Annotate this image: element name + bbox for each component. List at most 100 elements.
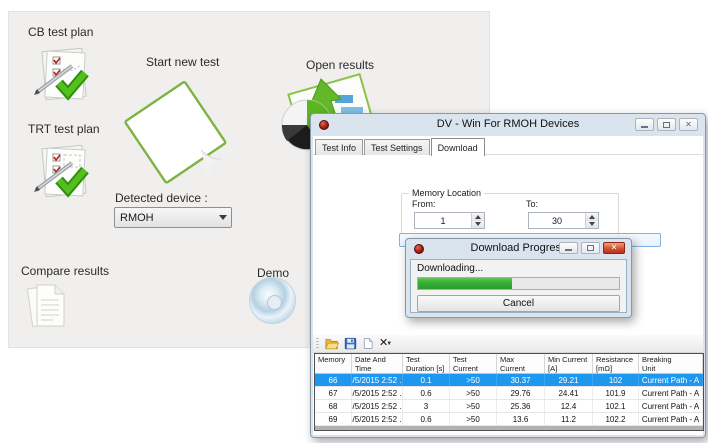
start-new-test-icon[interactable] (117, 80, 232, 197)
column-header[interactable]: Resistance [mΩ] (593, 354, 639, 373)
close-icon: ✕ (685, 119, 692, 129)
column-header[interactable]: Min Current [A] (545, 354, 593, 373)
progress-titlebar[interactable]: Download Progress (406, 239, 631, 259)
tabstrip: Test Info Test Settings Download (315, 137, 486, 156)
table-cell: 0.6 (403, 413, 450, 425)
progress-fill (418, 278, 513, 289)
maximize-button[interactable] (657, 118, 676, 131)
detected-device-label: Detected device : (115, 191, 208, 205)
memory-location-legend: Memory Location (409, 188, 485, 198)
tab-test-info[interactable]: Test Info (315, 139, 364, 155)
open-results-label: Open results (306, 58, 375, 72)
table-header-row: Memory Date And Time Test Duration [s] Test… (315, 354, 703, 374)
results-table: Memory Date And Time Test Duration [s] Test… (314, 353, 704, 431)
table-cell: 3/5/2015 2:52 ... (352, 400, 403, 412)
table-cell: 24.41 (545, 387, 593, 399)
table-cell: 29.21 (545, 374, 593, 386)
table-cell: 3/5/2015 2:52 ... (352, 413, 403, 425)
chevron-down-icon (215, 215, 231, 220)
spin-down-icon[interactable] (586, 220, 598, 228)
compare-results-label: Compare results (21, 264, 110, 278)
column-header[interactable]: Memory (315, 354, 352, 373)
cb-test-plan-icon[interactable] (29, 43, 93, 112)
table-cell: >50 (450, 400, 497, 412)
table-cell: 3 (403, 400, 450, 412)
memory-location-group: Memory Location From: 1 To: 30 (401, 188, 619, 235)
table-row[interactable]: 693/5/2015 2:52 ...0.6>5013.611.2102.2Cu… (315, 413, 703, 426)
maximize-icon (663, 121, 670, 128)
tabstrip-divider (313, 154, 703, 155)
table-cell: 13.6 (497, 413, 545, 425)
new-file-icon[interactable] (361, 337, 375, 351)
table-cell: 102 (593, 374, 639, 386)
table-row[interactable]: 683/5/2015 2:52 ...3>5025.3612.4102.1Cur… (315, 400, 703, 413)
table-cell: >50 (450, 387, 497, 399)
table-cell: 101.9 (593, 387, 639, 399)
device-dropdown[interactable]: RMOH (114, 207, 232, 228)
table-cell: Current Path - A (639, 387, 703, 399)
table-cell: 67 (315, 387, 352, 399)
minimize-button[interactable] (635, 118, 654, 131)
progress-dialog-title: Download Progress (470, 242, 567, 254)
maximize-button[interactable] (581, 242, 600, 254)
from-spinner[interactable]: 1 (414, 212, 485, 229)
progress-dialog: Download Progress ✕ Downloading... Cance… (405, 238, 632, 318)
save-icon[interactable] (343, 337, 357, 351)
demo-cd-icon[interactable] (249, 277, 296, 324)
minimize-icon (565, 249, 572, 251)
to-label: To: (526, 199, 539, 209)
tab-test-settings[interactable]: Test Settings (364, 139, 430, 155)
delete-icon[interactable]: ✕ ▼ (379, 337, 393, 349)
close-button[interactable]: ✕ (603, 242, 625, 254)
table-cell: 69 (315, 413, 352, 425)
maximize-icon (587, 245, 594, 251)
spin-up-icon[interactable] (472, 213, 484, 221)
table-cell: Current Path - A (639, 413, 703, 425)
trt-test-plan-icon[interactable] (29, 140, 93, 209)
table-cell: 30.37 (497, 374, 545, 386)
from-value: 1 (440, 215, 446, 226)
table-cell: 29.76 (497, 387, 545, 399)
cb-test-plan-label: CB test plan (28, 25, 94, 39)
table-cell: 11.2 (545, 413, 593, 425)
table-cell: 66 (315, 374, 352, 386)
table-cell: 0.6 (403, 387, 450, 399)
app-icon (319, 120, 329, 130)
cancel-button[interactable]: Cancel (417, 295, 620, 312)
open-file-icon[interactable] (325, 337, 339, 351)
results-toolbar: ✕ ▼ (313, 335, 703, 353)
app-icon (414, 244, 424, 254)
progress-bar (417, 277, 620, 290)
dv-titlebar[interactable]: DV - Win For RMOH Devices (311, 114, 705, 136)
start-new-test-label: Start new test (146, 55, 220, 69)
table-cell: 102.2 (593, 413, 639, 425)
column-header[interactable]: Test Duration [s] (403, 354, 450, 373)
spin-up-icon[interactable] (586, 213, 598, 221)
column-header[interactable]: Max Current [A] (497, 354, 545, 373)
from-label: From: (412, 199, 436, 209)
tab-download[interactable]: Download (430, 138, 485, 156)
column-header[interactable]: Test Current [A] (450, 354, 497, 373)
table-cell: >50 (450, 374, 497, 386)
column-header[interactable]: Breaking Unit (639, 354, 703, 373)
to-spinner[interactable]: 30 (528, 212, 599, 229)
spin-down-icon[interactable] (472, 220, 484, 228)
table-cell: 3/5/2015 2:52 ... (352, 374, 403, 386)
minimize-button[interactable] (559, 242, 578, 254)
close-icon: ✕ (610, 243, 618, 252)
downloading-status: Downloading... (417, 263, 484, 274)
table-cell: 3/5/2015 2:52 ... (352, 387, 403, 399)
table-cell: 68 (315, 400, 352, 412)
table-cell: 25.36 (497, 400, 545, 412)
close-button[interactable]: ✕ (679, 118, 698, 131)
column-header[interactable]: Date And Time (352, 354, 403, 373)
table-row[interactable]: 673/5/2015 2:52 ...0.6>5029.7624.41101.9… (315, 387, 703, 400)
compare-results-icon[interactable] (25, 280, 71, 337)
demo-label: Demo (257, 266, 290, 280)
table-cell: Current Path - A (639, 400, 703, 412)
device-dropdown-value: RMOH (120, 211, 154, 224)
toolbar-grip[interactable] (316, 337, 319, 350)
table-row[interactable]: 663/5/2015 2:52 ...0.1>5030.3729.21102Cu… (315, 374, 703, 387)
to-value: 30 (551, 215, 562, 226)
